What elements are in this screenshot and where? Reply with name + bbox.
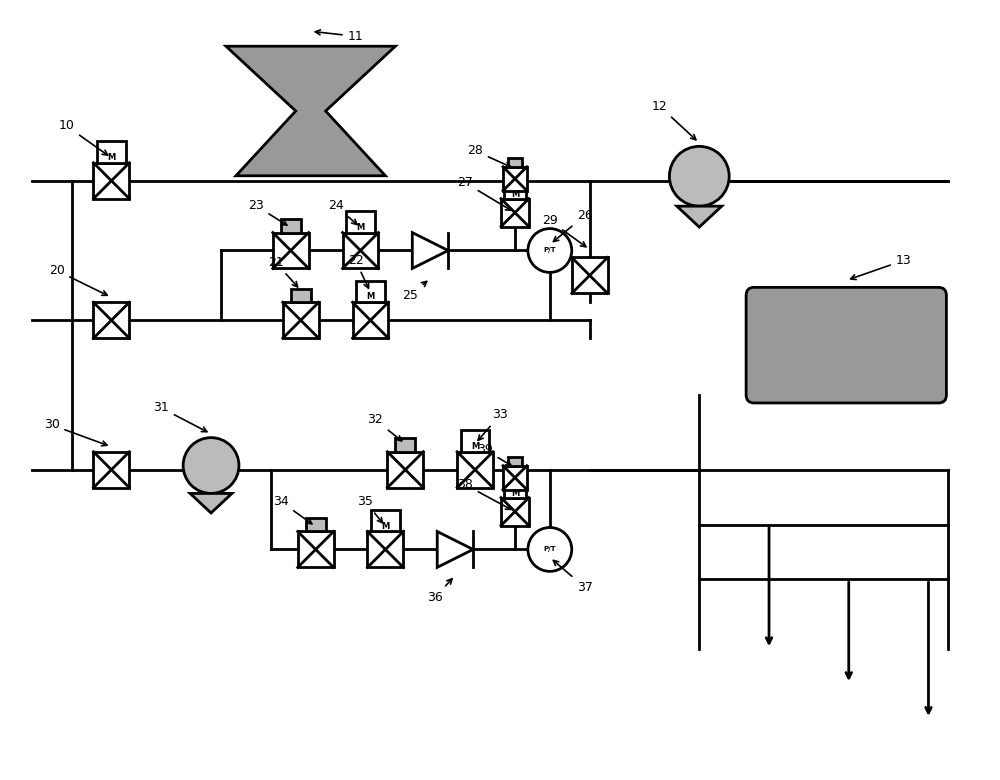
Circle shape	[528, 229, 572, 272]
Circle shape	[669, 147, 729, 206]
Bar	[93, 452, 129, 488]
Bar	[501, 199, 529, 226]
Text: P/T: P/T	[544, 547, 556, 552]
Bar	[298, 531, 334, 567]
Bar	[508, 456, 522, 466]
Text: 39: 39	[477, 443, 511, 466]
Bar	[273, 232, 309, 268]
Text: 29: 29	[542, 214, 586, 246]
Text: M: M	[107, 153, 116, 162]
Text: 30: 30	[44, 418, 107, 446]
Bar	[461, 431, 489, 452]
Bar	[395, 438, 415, 452]
Bar	[97, 141, 126, 163]
Text: M: M	[511, 190, 519, 199]
Text: 20: 20	[49, 264, 107, 296]
Text: M: M	[471, 442, 479, 451]
Bar	[501, 498, 529, 526]
Bar	[93, 163, 129, 199]
Bar	[356, 281, 385, 303]
Bar	[387, 452, 423, 488]
Bar	[503, 466, 527, 490]
Bar	[508, 158, 522, 167]
Text: 38: 38	[457, 478, 511, 509]
Text: 35: 35	[358, 495, 383, 523]
Text: 24: 24	[328, 199, 357, 225]
Text: M: M	[366, 292, 375, 301]
Bar	[572, 257, 608, 293]
Circle shape	[528, 527, 572, 572]
Bar	[371, 510, 400, 531]
Bar	[504, 481, 526, 498]
Text: 22: 22	[348, 254, 369, 288]
Bar	[367, 531, 403, 567]
Text: 27: 27	[457, 176, 511, 211]
Text: M: M	[356, 222, 365, 232]
FancyBboxPatch shape	[746, 287, 946, 403]
Text: 21: 21	[268, 256, 298, 287]
Bar	[281, 218, 301, 232]
Bar	[504, 182, 526, 199]
Bar	[283, 303, 319, 339]
Bar	[457, 452, 493, 488]
Text: 26: 26	[553, 209, 593, 242]
Circle shape	[183, 438, 239, 494]
Text: 37: 37	[553, 560, 593, 594]
Text: 33: 33	[478, 409, 508, 440]
Text: 28: 28	[467, 144, 511, 167]
Text: 34: 34	[273, 495, 312, 524]
Text: M: M	[381, 522, 390, 530]
Polygon shape	[226, 46, 395, 176]
Text: 31: 31	[153, 402, 207, 431]
Text: M: M	[511, 489, 519, 498]
Bar	[503, 167, 527, 191]
Text: 12: 12	[652, 100, 696, 140]
Text: 25: 25	[402, 282, 427, 302]
Text: 36: 36	[427, 579, 452, 604]
Polygon shape	[437, 531, 473, 567]
Text: 23: 23	[248, 199, 287, 225]
Polygon shape	[677, 206, 722, 227]
Text: P/T: P/T	[544, 247, 556, 254]
Polygon shape	[190, 494, 232, 513]
Bar	[93, 303, 129, 339]
Bar	[291, 289, 311, 303]
Bar	[343, 232, 378, 268]
Text: 11: 11	[315, 30, 363, 43]
Bar	[346, 211, 375, 232]
Bar	[353, 303, 388, 339]
Text: 13: 13	[851, 254, 911, 279]
Bar	[306, 518, 326, 531]
Text: 10: 10	[59, 119, 108, 155]
Text: 32: 32	[368, 413, 402, 441]
Polygon shape	[412, 232, 448, 268]
